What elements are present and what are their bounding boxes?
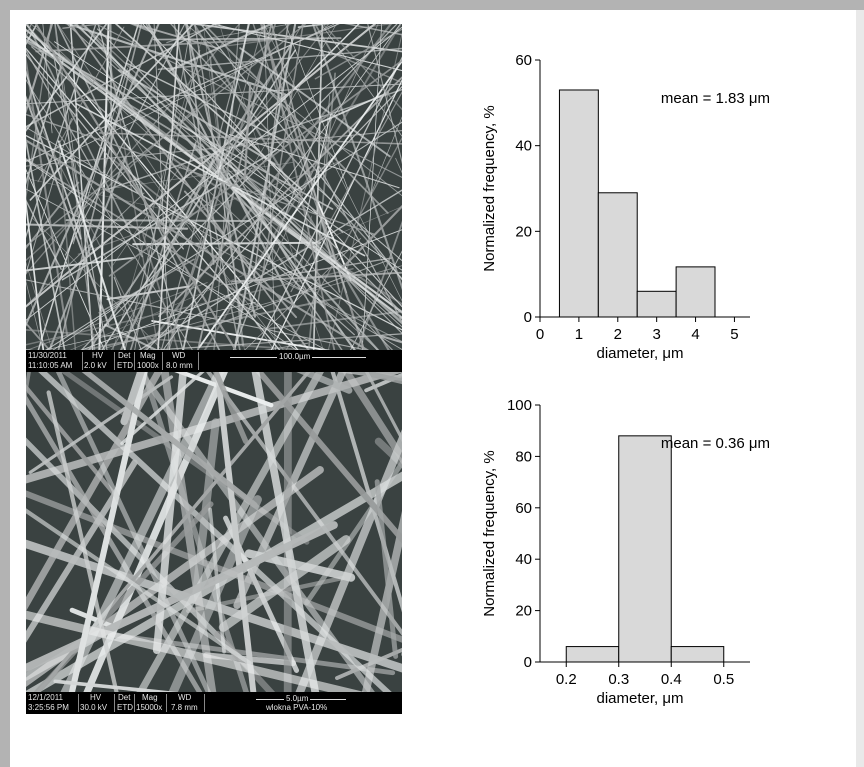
sem-mag-label: Mag	[142, 693, 158, 702]
sem-info-bar: 11/30/2011 11:10:05 AM HV 2.0 kV Det ETD…	[26, 350, 402, 372]
fiber-texture	[26, 372, 402, 692]
frame-top	[0, 0, 864, 10]
y-tick-label: 0	[524, 309, 532, 326]
sem-wd-value: 7.8 mm	[171, 703, 198, 712]
sem-det-value: ETD	[117, 361, 133, 370]
sem-mag-label: Mag	[140, 351, 156, 360]
sem-det-value: ETD	[117, 703, 133, 712]
sem-hv-label: HV	[92, 351, 104, 360]
scale-bar-label: 100.0µm	[277, 352, 313, 362]
histogram-bar	[675, 266, 716, 318]
x-tick-label: 1	[575, 326, 583, 343]
sem-image-bottom: 12/1/2011 3:25:56 PM HV 30.0 kV Det ETD …	[26, 372, 402, 714]
sem-time: 11:10:05 AM	[28, 361, 73, 370]
sem-caption: wlokna PVA-10%	[266, 703, 328, 712]
sem-wd-value: 8.0 mm	[166, 361, 193, 370]
sem-info-bar: 12/1/2011 3:25:56 PM HV 30.0 kV Det ETD …	[26, 692, 402, 714]
sem-det-label: Det	[118, 351, 131, 360]
mean-annotation: mean = 0.36 μm	[661, 435, 770, 452]
x-axis-label: diameter, μm	[596, 690, 683, 707]
x-tick-label: 0.4	[661, 671, 682, 688]
y-axis-label: Normalized frequency, %	[481, 105, 498, 271]
y-tick-label: 40	[515, 138, 532, 155]
histogram-bar	[618, 435, 672, 663]
y-tick-label: 80	[515, 448, 532, 465]
sem-date: 11/30/2011	[28, 351, 67, 360]
x-tick-label: 2	[614, 326, 622, 343]
y-tick-label: 40	[515, 551, 532, 568]
y-tick-label: 0	[524, 654, 532, 671]
histogram-bar	[670, 646, 725, 663]
sem-wd-label: WD	[172, 351, 186, 360]
x-axis-label: diameter, μm	[596, 345, 683, 362]
x-tick-label: 4	[691, 326, 699, 343]
fiber-texture	[26, 24, 402, 350]
mean-annotation: mean = 1.83 μm	[661, 90, 770, 107]
histogram-top-svg: 0 20 40 60 0 1 2 3 4 5 diameter, μm Normalized freq…	[481, 52, 770, 362]
sem-date: 12/1/2011	[28, 693, 63, 702]
frame-right	[856, 10, 864, 767]
x-tick-label: 0	[536, 326, 544, 343]
histogram-bar	[558, 89, 599, 318]
y-axis-label: Normalized frequency, %	[481, 450, 498, 616]
x-tick-label: 0.2	[556, 671, 577, 688]
sem-image-top: 11/30/2011 11:10:05 AM HV 2.0 kV Det ETD…	[26, 24, 402, 372]
y-tick-label: 20	[515, 603, 532, 620]
y-tick-label: 60	[515, 500, 532, 517]
sem-mag-value: 15000x	[136, 703, 163, 712]
histogram-bottom-svg: 0 20 40 60 80 100 0.2 0.3 0.4 0.5 diameter, μm Norm…	[481, 397, 770, 707]
scale-bar-label: 5.0µm	[284, 694, 311, 704]
histogram-top: 0 20 40 60 0 1 2 3 4 5 diameter, μm Normalized freq…	[470, 40, 780, 375]
sem-hv-label: HV	[90, 693, 102, 702]
y-tick-label: 100	[507, 397, 532, 414]
x-tick-label: 0.5	[713, 671, 734, 688]
y-tick-label: 60	[515, 52, 532, 69]
histogram-bottom: 0 20 40 60 80 100 0.2 0.3 0.4 0.5 diameter, μm Norm…	[470, 385, 780, 710]
y-tick-label: 20	[515, 223, 532, 240]
x-tick-label: 5	[730, 326, 738, 343]
sem-hv-value: 30.0 kV	[80, 703, 108, 712]
sem-time: 3:25:56 PM	[28, 703, 69, 712]
sem-hv-value: 2.0 kV	[84, 361, 107, 370]
frame-left	[0, 0, 10, 767]
histogram-bar	[565, 646, 620, 663]
sem-det-label: Det	[118, 693, 131, 702]
x-tick-label: 0.3	[608, 671, 629, 688]
sem-mag-value: 1000x	[137, 361, 159, 370]
histogram-bar	[597, 192, 638, 318]
sem-wd-label: WD	[178, 693, 192, 702]
histogram-bar	[636, 290, 677, 318]
x-tick-label: 3	[652, 326, 660, 343]
